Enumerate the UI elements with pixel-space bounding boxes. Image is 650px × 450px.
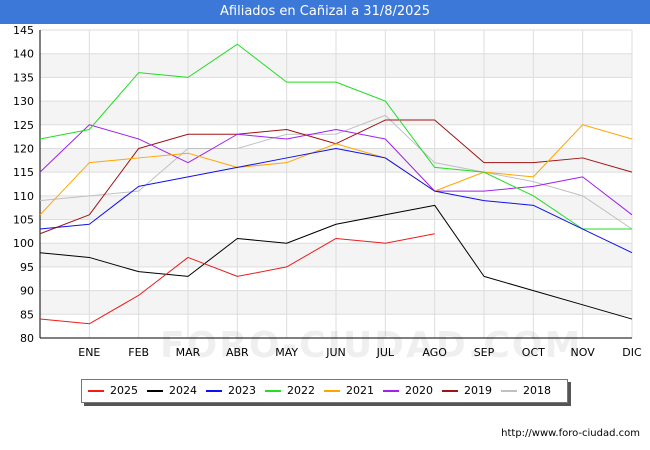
legend-item-2021: 2021 bbox=[324, 384, 374, 398]
legend-label: 2019 bbox=[464, 384, 492, 397]
x-tick-label: FEB bbox=[128, 346, 149, 359]
x-tick-label: AGO bbox=[422, 346, 447, 359]
y-tick-label: 125 bbox=[13, 119, 34, 132]
legend-item-2018: 2018 bbox=[501, 384, 551, 398]
x-tick-label: ABR bbox=[226, 346, 249, 359]
y-tick-label: 110 bbox=[13, 190, 34, 203]
legend-item-2025: 2025 bbox=[88, 384, 138, 398]
legend-swatch bbox=[206, 390, 222, 392]
legend-item-2020: 2020 bbox=[383, 384, 433, 398]
legend-swatch bbox=[442, 390, 458, 392]
y-tick-label: 90 bbox=[20, 285, 34, 298]
legend-label: 2021 bbox=[346, 384, 374, 397]
legend-swatch bbox=[265, 390, 281, 392]
x-tick-label: ENE bbox=[78, 346, 100, 359]
y-tick-label: 80 bbox=[20, 332, 34, 345]
y-tick-label: 100 bbox=[13, 237, 34, 250]
legend-item-2019: 2019 bbox=[442, 384, 492, 398]
legend-swatch bbox=[324, 390, 340, 392]
x-tick-label: MAY bbox=[275, 346, 298, 359]
legend-item-2024: 2024 bbox=[147, 384, 197, 398]
x-tick-label: OCT bbox=[522, 346, 545, 359]
y-tick-label: 105 bbox=[13, 214, 34, 227]
source-url[interactable]: http://www.foro-ciudad.com bbox=[501, 428, 640, 439]
y-tick-label: 85 bbox=[20, 308, 34, 321]
series-line-2018 bbox=[39, 114, 633, 230]
y-tick-label: 95 bbox=[20, 261, 34, 274]
legend-item-2023: 2023 bbox=[206, 384, 256, 398]
legend-label: 2023 bbox=[228, 384, 256, 397]
legend-label: 2022 bbox=[287, 384, 315, 397]
series-line-2022 bbox=[39, 43, 632, 230]
y-tick-label: 120 bbox=[13, 142, 34, 155]
watermark: FORO-CIUDAD.COM bbox=[160, 325, 583, 366]
legend-label: 2024 bbox=[169, 384, 197, 397]
legend-swatch bbox=[383, 390, 399, 392]
legend-swatch bbox=[147, 390, 163, 392]
series-line-2024 bbox=[39, 204, 633, 320]
x-tick-label: JUN bbox=[325, 346, 346, 359]
legend-item-2022: 2022 bbox=[265, 384, 315, 398]
x-tick-label: NOV bbox=[571, 346, 596, 359]
series-line-2021 bbox=[39, 124, 633, 216]
legend-label: 2020 bbox=[405, 384, 433, 397]
x-tick-label: SEP bbox=[474, 346, 495, 359]
legend-label: 2018 bbox=[523, 384, 551, 397]
x-tick-label: JUL bbox=[376, 346, 395, 359]
chart-legend: 2025 2024 2023 2022 2021 2020 2019 2018 bbox=[81, 379, 568, 403]
y-tick-label: 145 bbox=[13, 24, 34, 37]
y-tick-label: 140 bbox=[13, 48, 34, 61]
legend-label: 2025 bbox=[110, 384, 138, 397]
x-tick-label: MAR bbox=[176, 346, 201, 359]
legend-swatch bbox=[88, 390, 104, 392]
y-tick-label: 135 bbox=[13, 71, 34, 84]
x-tick-label: DIC bbox=[622, 346, 642, 359]
series-line-2025 bbox=[39, 233, 435, 325]
chart-title: Afiliados en Cañizal a 31/8/2025 bbox=[0, 0, 650, 24]
series-line-2020 bbox=[39, 124, 633, 216]
y-tick-label: 115 bbox=[13, 166, 34, 179]
y-tick-label: 130 bbox=[13, 95, 34, 108]
series-line-2023 bbox=[39, 147, 633, 254]
legend-swatch bbox=[501, 390, 517, 392]
